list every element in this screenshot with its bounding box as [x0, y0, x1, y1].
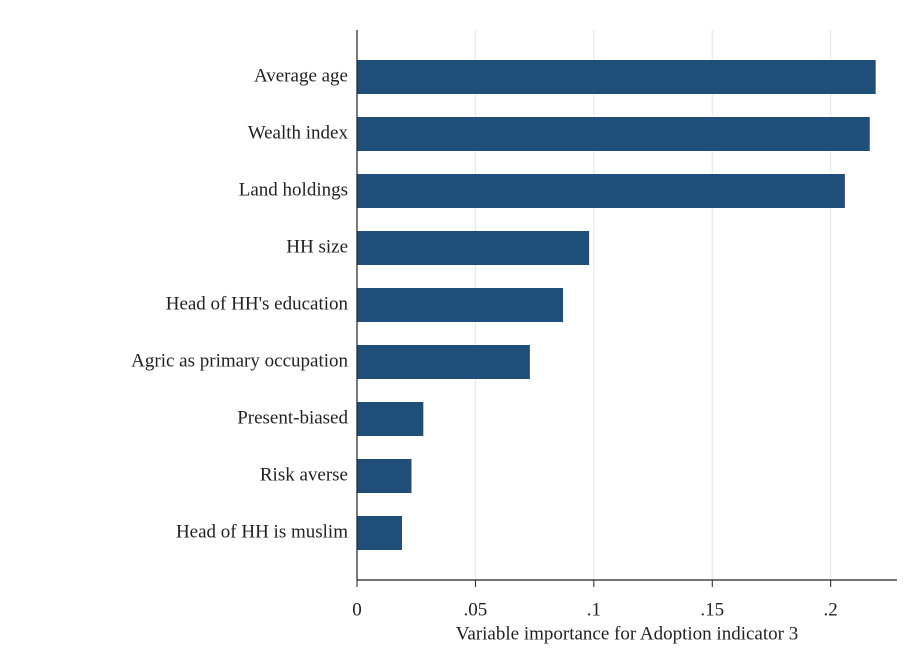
x-tick-label: .05: [464, 599, 488, 620]
x-tick-label: 0: [352, 599, 362, 620]
bar: [357, 60, 876, 94]
bar: [357, 288, 564, 322]
x-axis-title: Variable importance for Adoption indicat…: [456, 623, 798, 644]
bar: [357, 117, 870, 151]
y-tick-label: Average age: [254, 65, 348, 86]
bar: [357, 402, 424, 436]
x-tick-label: .1: [587, 599, 601, 620]
y-tick-label: Land holdings: [239, 179, 348, 200]
y-tick-label: Wealth index: [248, 122, 349, 143]
x-tick-label: .15: [700, 599, 724, 620]
bar: [357, 459, 412, 493]
bar: [357, 231, 590, 265]
y-tick-label: Risk averse: [260, 464, 348, 485]
y-tick-label: Present-biased: [237, 407, 348, 428]
bar: [357, 345, 530, 379]
bar: [357, 516, 402, 550]
y-tick-label: Agric as primary occupation: [131, 350, 348, 371]
x-tick-label: .2: [824, 599, 838, 620]
bar: [357, 174, 845, 208]
y-tick-label: HH size: [286, 236, 348, 257]
y-tick-label: Head of HH is muslim: [176, 521, 348, 542]
y-tick-label: Head of HH's education: [166, 293, 349, 314]
